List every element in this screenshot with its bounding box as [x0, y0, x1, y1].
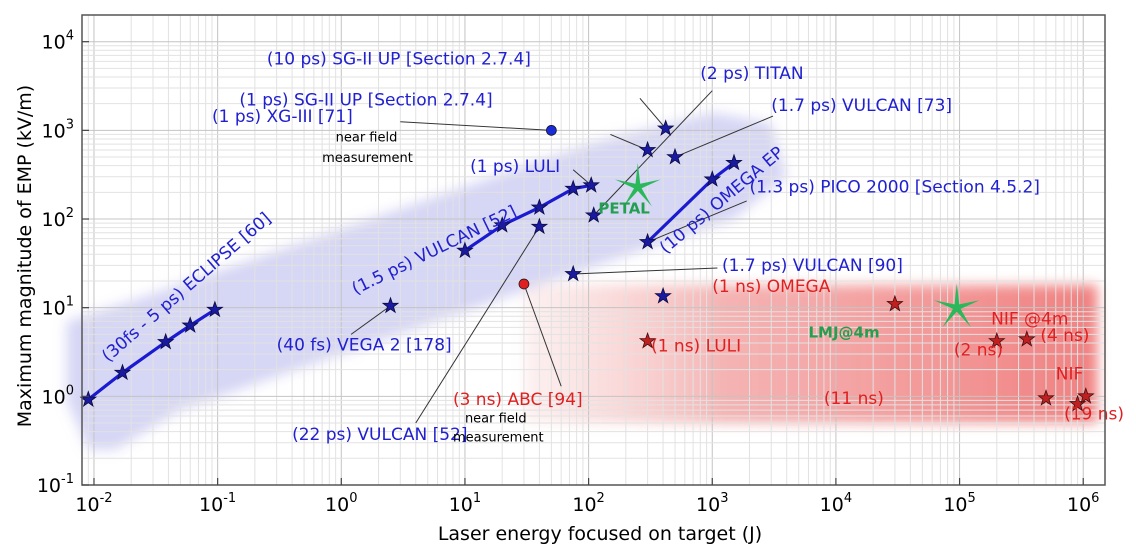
y-tick-label: 103 — [42, 117, 74, 142]
data-point-dot — [518, 278, 530, 290]
data-point-red-star — [1018, 330, 1036, 347]
data-point-star — [493, 216, 511, 233]
y-tick-label: 10-1 — [37, 472, 74, 497]
x-tick-label: 104 — [820, 491, 852, 516]
note-label: near field — [336, 130, 398, 145]
green-label: PETAL — [598, 200, 650, 218]
green-label: LMJ@4m — [808, 324, 879, 342]
annotation-label: (2 ps) TITAN — [700, 64, 803, 84]
data-point-red-star — [638, 331, 657, 349]
y-tick-label: 100 — [42, 383, 74, 408]
data-point-star — [381, 296, 400, 314]
data-point-star — [654, 286, 672, 304]
x-axis-label: Laser energy focused on target (J) — [438, 523, 762, 545]
data-point-star — [206, 300, 224, 318]
pointer-line-8 — [350, 305, 391, 335]
annotation-label: (40 fs) VEGA 2 [178] — [277, 335, 452, 355]
annotation-label: (19 ns) — [1064, 404, 1124, 424]
pointer-line-3 — [674, 115, 774, 158]
pointer-line-9 — [415, 226, 540, 424]
y-axis-label: Maximum magnitude of EMP (kV/m) — [14, 85, 36, 427]
data-point-star — [530, 217, 549, 235]
data-point-star — [725, 153, 743, 171]
chart-axes: 10-2 10-1 100 101 102 103 104 105 10610-11001011… — [37, 14, 1106, 516]
data-point-star — [113, 363, 132, 381]
annotation-label: (1 ps) SG-II UP [Section 2.7.4] — [239, 91, 492, 111]
pointer-line-1 — [593, 90, 713, 216]
data-point-red-star — [1037, 389, 1055, 406]
y-tick-label: 102 — [42, 206, 74, 231]
annotation-label: (1.7 ps) VULCAN [73] — [771, 96, 952, 116]
data-point-star — [638, 140, 657, 158]
data-point-star — [564, 179, 582, 197]
green-star-marker — [615, 162, 661, 207]
pointer-line-0 — [639, 97, 667, 129]
annotation-label: (1 ps) XG-III [71] — [212, 107, 353, 127]
data-point-star — [666, 147, 684, 165]
data-point-red-star — [1077, 387, 1095, 404]
annotation-label: (1 ps) LULI — [470, 157, 560, 177]
note-label: measurement — [453, 430, 544, 445]
pointer-line-7 — [573, 267, 718, 275]
data-point-star — [584, 206, 603, 223]
annotation-label: NIF @4m — [991, 309, 1068, 329]
chart-grid — [81, 14, 1105, 486]
annotation-label: (10 ps) SG-II UP [Section 2.7.4] — [267, 50, 531, 70]
x-tick-label: 101 — [449, 491, 481, 516]
data-point-star — [181, 316, 199, 333]
note-label: measurement — [322, 151, 413, 166]
x-tick-label: 103 — [696, 491, 728, 516]
chart-marks — [79, 119, 1095, 412]
annotation-label: (1.3 ps) PICO 2000 [Section 4.5.2] — [749, 177, 1039, 197]
x-tick-label: 105 — [943, 491, 975, 516]
data-point-star — [530, 198, 549, 215]
y-tick-label: 101 — [42, 295, 74, 320]
annotation-label: (22 ps) VULCAN [52] — [292, 425, 467, 445]
x-tick-label: 100 — [325, 491, 357, 516]
x-tick-label: 10-2 — [75, 491, 112, 516]
x-tick-label: 106 — [1067, 491, 1099, 516]
green-star-marker — [934, 283, 980, 328]
annotation-label: (1 ns) LULI — [651, 337, 741, 357]
y-tick-label: 104 — [42, 29, 74, 54]
data-point-dot — [546, 125, 557, 136]
x-tick-label: 10-1 — [199, 491, 236, 516]
plot-frame — [81, 14, 1106, 486]
pointer-line-4 — [400, 121, 552, 131]
data-point-star — [456, 241, 474, 259]
pointer-line-12 — [523, 283, 562, 387]
data-point-star — [582, 176, 600, 193]
annotation-label: (1.7 ps) VULCAN [90] — [722, 256, 903, 276]
data-point-red-star — [988, 331, 1006, 349]
annotation-label: (4 ns) — [1040, 326, 1089, 346]
annotation-label: (1 ns) OMEGA — [712, 277, 830, 297]
annotation-label: (11 ns) — [824, 389, 884, 409]
annotation-label: NIF — [1056, 364, 1084, 384]
data-point-star — [156, 332, 175, 350]
data-point-red-star — [886, 294, 904, 312]
note-label: near field — [465, 411, 527, 426]
chart-pointers — [350, 90, 774, 424]
pointer-line-6 — [647, 200, 747, 243]
data-point-star — [703, 170, 722, 187]
annotation-label: (2 ns) — [954, 340, 1003, 360]
data-point-star — [656, 119, 675, 136]
data-point-star — [638, 232, 657, 250]
x-tick-label: 102 — [572, 491, 604, 516]
annotation-label: (3 ns) ABC [94] — [453, 390, 583, 410]
data-point-star — [564, 264, 582, 282]
